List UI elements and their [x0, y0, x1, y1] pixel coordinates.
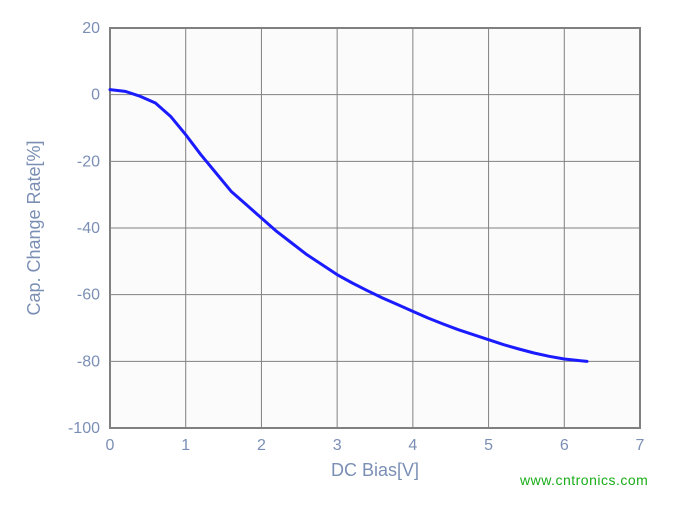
x-tick-label: 1 [181, 437, 190, 454]
line-chart: 0 1 2 3 4 5 6 7 20 0 -20 -40 -60 -80 -100 DC Bias[V] Cap… [0, 0, 696, 510]
x-tick-label: 3 [333, 437, 342, 454]
y-axis-label: Cap. Change Rate[%] [24, 140, 44, 315]
watermark-text: www.cntronics.com [520, 472, 648, 488]
y-tick-label: -60 [77, 287, 100, 304]
x-tick-label: 2 [257, 437, 266, 454]
x-tick-label: 7 [636, 437, 645, 454]
y-tick-label: -100 [68, 420, 100, 437]
x-tick-label: 0 [106, 437, 115, 454]
y-tick-label: -20 [77, 153, 100, 170]
x-axis-label: DC Bias[V] [331, 460, 419, 480]
x-tick-label: 6 [560, 437, 569, 454]
y-tick-label: -40 [77, 220, 100, 237]
y-tick-label: -80 [77, 353, 100, 370]
chart-container: 0 1 2 3 4 5 6 7 20 0 -20 -40 -60 -80 -100 DC Bias[V] Cap… [0, 0, 696, 510]
x-tick-label: 5 [484, 437, 493, 454]
x-tick-label: 4 [408, 437, 417, 454]
y-tick-label: 20 [82, 20, 100, 37]
y-tick-label: 0 [91, 87, 100, 104]
